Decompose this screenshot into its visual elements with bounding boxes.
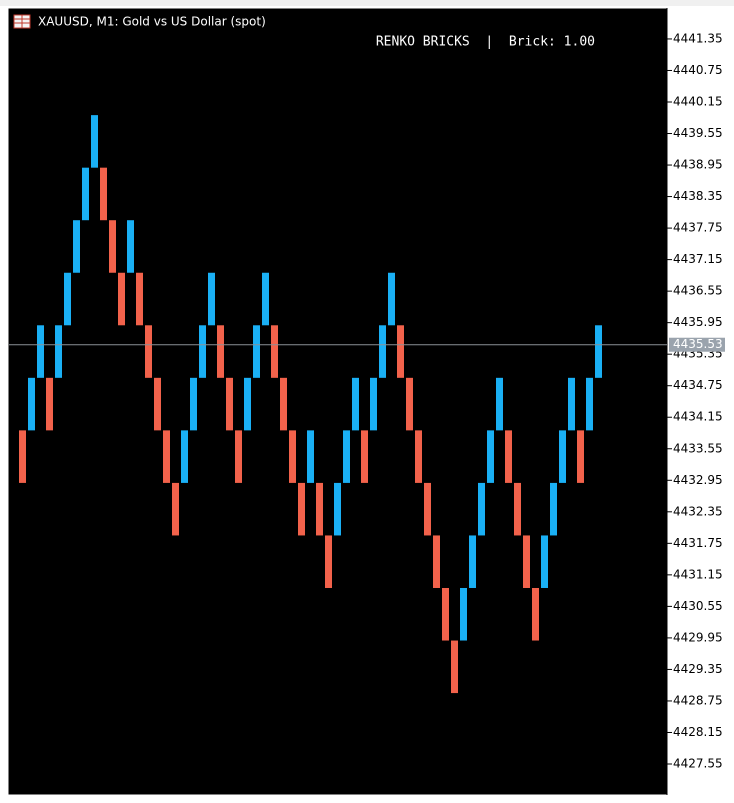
y-tick-label: 4440.75 [673, 63, 723, 77]
down-brick [532, 587, 539, 641]
current-price-box [669, 337, 725, 352]
up-brick [55, 325, 62, 378]
y-tick-label: 4431.15 [673, 567, 723, 581]
up-brick [73, 220, 80, 273]
down-brick [217, 325, 224, 378]
down-brick [397, 325, 404, 378]
down-brick [451, 640, 458, 694]
up-brick [244, 377, 251, 431]
y-tick-label: 4435.95 [673, 315, 723, 329]
y-tick-label: 4432.95 [673, 473, 723, 487]
up-brick [190, 377, 197, 431]
y-tick-label: 4427.55 [673, 757, 723, 771]
down-brick [136, 272, 143, 326]
up-brick [91, 115, 98, 168]
down-brick [235, 430, 242, 483]
down-brick [163, 430, 170, 483]
down-brick [325, 535, 332, 588]
up-brick [379, 325, 386, 378]
up-brick [208, 272, 215, 326]
down-brick [577, 430, 584, 483]
up-brick [253, 325, 260, 378]
up-brick [568, 377, 575, 431]
up-brick [82, 167, 89, 221]
down-brick [46, 377, 53, 431]
up-brick [334, 482, 341, 536]
down-brick [523, 535, 530, 588]
up-brick [496, 377, 503, 431]
y-tick-label: 4428.75 [673, 693, 723, 707]
y-tick-label: 4428.15 [673, 725, 723, 739]
y-tick-label: 4441.35 [673, 31, 723, 45]
y-tick-label: 4440.15 [673, 94, 723, 108]
y-tick-label: 4438.35 [673, 189, 723, 203]
y-tick-label: 4432.35 [673, 504, 723, 518]
y-tick-label: 4429.35 [673, 662, 723, 676]
y-tick-label: 4439.55 [673, 126, 723, 140]
up-brick [550, 482, 557, 536]
down-brick [172, 482, 179, 536]
y-tick-label: 4430.55 [673, 599, 723, 613]
plot-area [7, 7, 668, 796]
up-brick [199, 325, 206, 378]
y-tick-label: 4429.95 [673, 630, 723, 644]
down-brick [514, 482, 521, 536]
up-brick [37, 325, 44, 378]
down-brick [505, 430, 512, 483]
y-tick-label: 4437.15 [673, 252, 723, 266]
y-tick-label: 4433.55 [673, 441, 723, 455]
down-brick [424, 482, 431, 536]
symbol-icon [13, 14, 31, 29]
down-brick [361, 430, 368, 483]
y-tick-label: 4434.15 [673, 410, 723, 424]
up-brick [478, 482, 485, 536]
up-brick [460, 587, 467, 641]
up-brick [64, 272, 71, 326]
y-tick-label: 4434.75 [673, 378, 723, 392]
up-brick [307, 430, 314, 483]
down-brick [406, 377, 413, 431]
up-brick [388, 272, 395, 326]
down-brick [19, 430, 26, 483]
up-brick [127, 220, 134, 273]
down-brick [289, 430, 296, 483]
up-brick [559, 430, 566, 483]
up-brick [181, 430, 188, 483]
down-brick [316, 482, 323, 536]
down-brick [271, 325, 278, 378]
up-brick [469, 535, 476, 588]
y-tick-label: 4436.55 [673, 284, 723, 298]
y-tick-label: 4438.95 [673, 158, 723, 172]
chart-title: XAUUSD, M1: Gold vs US Dollar (spot) [38, 15, 266, 29]
down-brick [415, 430, 422, 483]
down-brick [118, 272, 125, 326]
up-brick [262, 272, 269, 326]
down-brick [154, 377, 161, 431]
down-brick [100, 167, 107, 221]
down-brick [145, 325, 152, 378]
up-brick [352, 377, 359, 431]
down-brick [442, 587, 449, 641]
up-brick [343, 430, 350, 483]
down-brick [298, 482, 305, 536]
y-tick-label: 4431.75 [673, 536, 723, 550]
up-brick [28, 377, 35, 431]
down-brick [109, 220, 116, 273]
up-brick [487, 430, 494, 483]
up-brick [586, 377, 593, 431]
down-brick [433, 535, 440, 588]
down-brick [280, 377, 287, 431]
down-brick [226, 377, 233, 431]
current-price-label: 4435.53 [673, 337, 723, 351]
annotation: RENKO BRICKS | Brick: 1.00 [376, 35, 595, 50]
y-tick-label: 4437.75 [673, 221, 723, 235]
up-brick [541, 535, 548, 588]
up-brick [595, 325, 602, 378]
up-brick [370, 377, 377, 431]
